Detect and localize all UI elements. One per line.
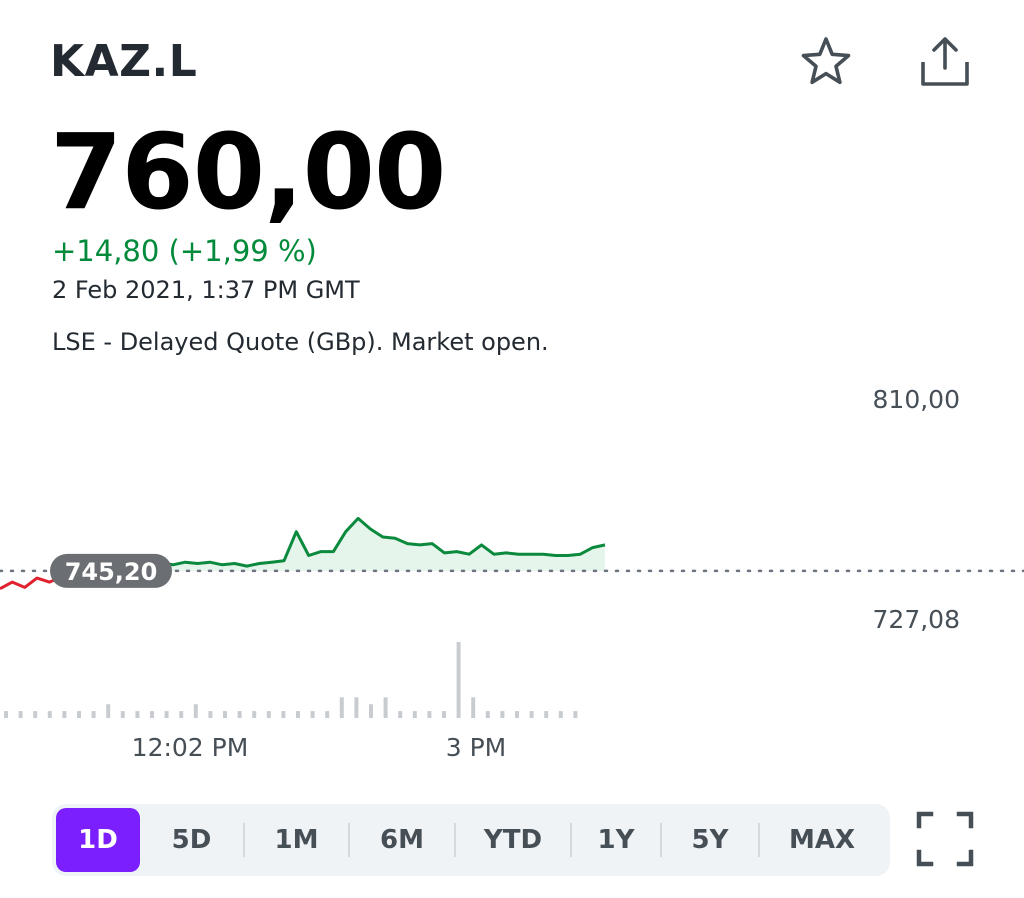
volume-bar <box>164 711 169 718</box>
share-icon <box>921 37 969 86</box>
volume-bar <box>281 711 286 718</box>
volume-bar <box>179 711 184 718</box>
fullscreen-icon <box>916 811 974 867</box>
volume-bar <box>208 711 213 718</box>
x-axis-label-3pm: 3 PM <box>446 733 507 762</box>
current-price: 760,00 <box>50 111 446 233</box>
volume-bar <box>77 711 81 718</box>
volume-bar <box>106 704 111 718</box>
volume-bar <box>193 704 198 718</box>
volume-bar <box>310 711 315 718</box>
volume-bar <box>33 711 38 718</box>
range-divider <box>660 823 662 857</box>
range-divider <box>570 823 572 857</box>
volume-bar <box>223 711 227 718</box>
watchlist-star-button[interactable] <box>796 32 856 92</box>
price-chart[interactable]: 745,20 810,00 727,08 12:02 PM 3 PM <box>0 370 1024 770</box>
volume-bar <box>120 711 125 718</box>
range-tab-5d[interactable]: 5D <box>171 825 212 855</box>
range-tab-ytd[interactable]: YTD <box>483 825 543 855</box>
volume-bar <box>339 697 344 718</box>
ticker-symbol: KAZ.L <box>50 36 198 87</box>
volume-bar <box>412 711 417 718</box>
volume-bar <box>456 642 461 718</box>
volume-bar <box>442 711 446 718</box>
price-line-above-close <box>98 516 606 576</box>
y-axis-low-label: 727,08 <box>873 605 960 634</box>
volume-bar <box>150 711 154 718</box>
star-outline-icon <box>801 37 851 85</box>
volume-bar <box>544 711 549 718</box>
volume-bar <box>296 711 300 718</box>
area-fill <box>98 518 606 575</box>
volume-bar <box>252 711 257 718</box>
volume-bar <box>558 711 563 718</box>
range-divider <box>454 823 456 857</box>
volume-bar <box>485 711 490 718</box>
price-change: +14,80 (+1,99 %) <box>52 234 317 268</box>
volume-bars <box>4 642 578 718</box>
volume-bar <box>135 711 140 718</box>
volume-bar <box>354 697 359 718</box>
volume-bar <box>91 711 96 718</box>
range-tab-5y[interactable]: 5Y <box>691 825 729 855</box>
volume-bar <box>573 711 578 718</box>
volume-bar <box>266 711 271 718</box>
volume-bar <box>471 697 476 718</box>
x-axis-label-1202pm: 12:02 PM <box>132 733 249 762</box>
previous-close-label: 745,20 <box>65 558 158 586</box>
volume-bar <box>62 711 67 718</box>
volume-bar <box>515 711 519 718</box>
volume-bar <box>383 697 388 718</box>
volume-bar <box>529 711 534 718</box>
volume-bar <box>500 711 505 718</box>
volume-bar <box>369 704 373 718</box>
range-tab-1d[interactable]: 1D <box>56 808 140 872</box>
range-tab-6m[interactable]: 6M <box>380 825 424 855</box>
volume-bar <box>4 711 8 718</box>
volume-bar <box>237 711 242 718</box>
share-button[interactable] <box>915 32 975 92</box>
fullscreen-button[interactable] <box>910 806 980 872</box>
range-tab-max[interactable]: MAX <box>788 825 856 855</box>
range-divider <box>243 823 245 857</box>
volume-bar <box>427 711 432 718</box>
exchange-note: LSE - Delayed Quote (GBp). Market open. <box>52 328 549 356</box>
quote-timestamp: 2 Feb 2021, 1:37 PM GMT <box>52 276 360 304</box>
range-divider <box>348 823 350 857</box>
volume-bar <box>18 711 23 718</box>
range-divider <box>758 823 760 857</box>
time-range-selector: 1D 5D 1M 6M YTD 1Y 5Y MAX <box>52 804 890 876</box>
volume-bar <box>325 711 330 718</box>
volume-bar <box>47 711 52 718</box>
y-axis-high-label: 810,00 <box>873 385 960 414</box>
volume-bar <box>398 711 403 718</box>
range-tab-1m[interactable]: 1M <box>274 825 319 855</box>
range-tab-1y[interactable]: 1Y <box>597 825 635 855</box>
previous-close-badge: 745,20 <box>50 553 172 588</box>
